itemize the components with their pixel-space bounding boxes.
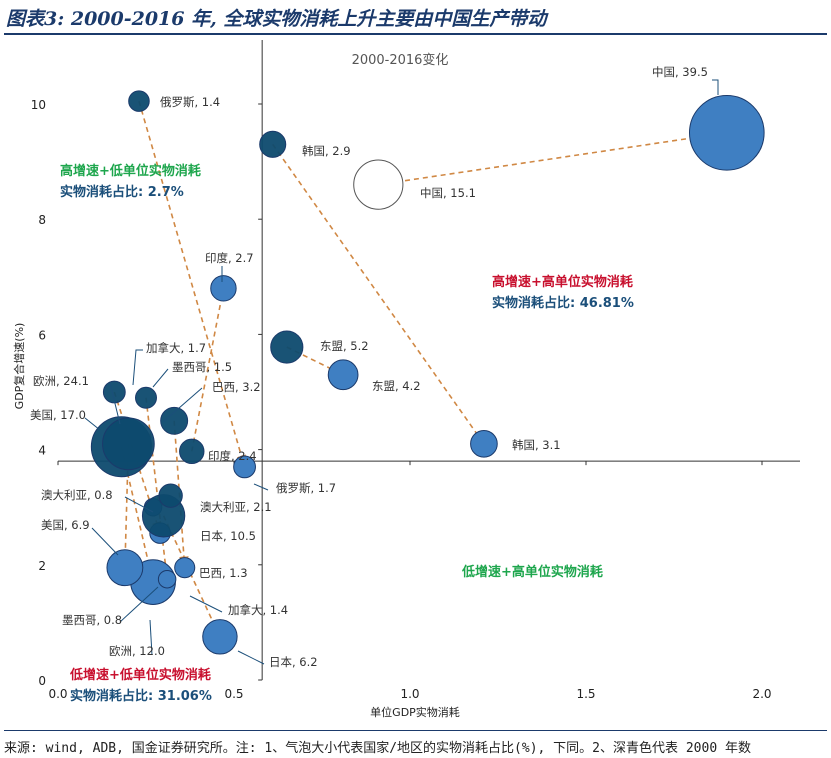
data-label-y2016-东盟: 东盟, 4.2 xyxy=(372,379,421,393)
chart-title: 图表3: 2000-2016 年, 全球实物消耗上升主要由中国生产带动 xyxy=(6,8,547,30)
bubble-2000-印度 xyxy=(179,438,205,465)
data-label-y2016-印度: 印度, 2.7 xyxy=(205,251,254,265)
leader-line-y2000-墨西哥 xyxy=(152,368,169,388)
data-label-y2016-澳大利亚: 澳大利亚, 0.8 xyxy=(41,488,113,502)
data-label-y2016-俄罗斯: 俄罗斯, 1.7 xyxy=(276,481,336,495)
x-tick-label: 2.0 xyxy=(752,687,771,701)
bubble-2016-美国 xyxy=(106,549,144,587)
quadrant-share-top-left: 实物消耗占比: 2.7% xyxy=(60,184,184,200)
bubble-2000-韩国 xyxy=(259,130,287,158)
change-arrow-韩国 xyxy=(272,143,483,442)
data-label-y2000-巴西: 巴西, 3.2 xyxy=(212,380,261,394)
source-note: 来源: wind, ADB, 国金证券研究所。注: 1、气泡大小代表国家/地区的… xyxy=(4,741,751,756)
leader-line-y2000-欧洲 xyxy=(109,382,121,425)
bubble-2016-东盟 xyxy=(327,359,359,391)
bubble-2016-日本 xyxy=(202,619,238,655)
y-tick-label: 6 xyxy=(38,328,46,342)
data-label-y2016-韩国: 韩国, 3.1 xyxy=(512,438,561,452)
leader-line-y2016-日本 xyxy=(237,650,265,665)
data-label-y2000-墨西哥: 墨西哥, 1.5 xyxy=(172,360,232,374)
bubble-2000-加拿大 xyxy=(102,380,126,404)
bubble-2016-巴西 xyxy=(174,557,196,579)
leader-line-y2016-美国 xyxy=(91,527,119,556)
bubble-2000-墨西哥 xyxy=(135,386,157,409)
y-axis-title: GDP复合增速(%) xyxy=(12,323,26,410)
leader-line-y2016-加拿大 xyxy=(189,595,223,613)
quadrant-share-top-right: 实物消耗占比: 46.81% xyxy=(492,295,634,311)
data-label-y2000-欧洲: 欧洲, 24.1 xyxy=(33,374,89,388)
y-tick-label: 8 xyxy=(38,213,46,227)
leader-line-y2000-加拿大 xyxy=(132,349,143,386)
leader-line-y2016-墨西哥 xyxy=(119,586,159,623)
leader-line-y2016-俄罗斯 xyxy=(253,483,269,491)
bubble-2000-东盟 xyxy=(270,330,304,364)
quadrant-share-bottom-left: 实物消耗占比: 31.06% xyxy=(70,688,212,704)
leader-line-y2016-中国 xyxy=(712,79,719,95)
leader-line-y2016-欧洲 xyxy=(149,619,153,656)
quadrant-label-bottom-left: 低增速+低单位实物消耗 xyxy=(69,667,211,683)
chart-subtitle: 2000-2016变化 xyxy=(352,52,449,68)
bubble-2000-美国 xyxy=(102,417,155,471)
change-arrow-巴西 xyxy=(173,420,189,567)
data-label-y2016-中国: 中国, 39.5 xyxy=(652,65,708,79)
data-label-y2000-澳大利亚: 澳大利亚, 2.1 xyxy=(200,500,272,514)
data-label-y2016-美国: 美国, 6.9 xyxy=(41,518,90,532)
y-tick-label: 10 xyxy=(31,98,46,112)
data-label-y2000-俄罗斯: 俄罗斯, 1.4 xyxy=(160,95,220,109)
data-label-y2016-巴西: 巴西, 1.3 xyxy=(199,566,248,580)
bubble-2000-中国 xyxy=(353,159,404,210)
leader-line-y2016-澳大利亚 xyxy=(124,496,154,513)
data-label-y2016-墨西哥: 墨西哥, 0.8 xyxy=(62,613,122,627)
bubble-2000-俄罗斯 xyxy=(128,90,150,112)
data-label-y2000-中国: 中国, 15.1 xyxy=(420,186,476,200)
change-arrow-墨西哥 xyxy=(145,397,171,579)
source-divider xyxy=(4,730,827,731)
data-label-y2016-欧洲: 欧洲, 12.0 xyxy=(109,644,165,658)
x-tick-label: 1.5 xyxy=(576,687,595,701)
y-tick-label: 4 xyxy=(38,444,46,458)
quadrant-label-top-right: 高增速+高单位实物消耗 xyxy=(492,274,633,290)
data-label-y2016-加拿大: 加拿大, 1.4 xyxy=(228,603,288,617)
bubble-chart: 0 2 4 6 8 10 0.0 0.5 1.0 1.5 2.0 俄罗斯, 1.4 韩国, 2.9 中国… xyxy=(12,40,800,719)
data-label-y2000-东盟: 东盟, 5.2 xyxy=(320,339,369,353)
data-label-y2016-日本: 日本, 6.2 xyxy=(269,655,318,669)
bubble-2000-巴西 xyxy=(160,406,189,435)
y-tick-label: 0 xyxy=(38,674,46,688)
change-arrow-中国 xyxy=(378,131,716,186)
data-label-y2000-加拿大: 加拿大, 1.7 xyxy=(146,341,206,355)
bubble-2016-韩国 xyxy=(470,430,498,458)
bubble-2016-印度 xyxy=(210,275,237,302)
bubble-2016-俄罗斯 xyxy=(233,455,256,479)
leader-line-y2000-巴西 xyxy=(162,387,203,423)
bubble-2016-中国 xyxy=(688,94,765,171)
data-label-y2000-日本: 日本, 10.5 xyxy=(200,529,256,543)
data-label-y2000-印度: 印度, 2.4 xyxy=(208,449,257,463)
x-tick-label: 0.0 xyxy=(48,687,67,701)
quadrant-label-bottom-right: 低增速+高单位实物消耗 xyxy=(461,564,603,580)
x-tick-label: 1.0 xyxy=(400,687,419,701)
title-divider xyxy=(4,33,827,35)
data-label-y2000-美国: 美国, 17.0 xyxy=(30,408,86,422)
x-tick-label: 0.5 xyxy=(224,687,243,701)
x-axis-title: 单位GDP实物消耗 xyxy=(370,705,460,719)
quadrant-label-top-left: 高增速+低单位实物消耗 xyxy=(60,163,201,179)
y-tick-label: 2 xyxy=(38,559,46,573)
data-label-y2000-韩国: 韩国, 2.9 xyxy=(302,144,351,158)
bubble-2000-澳大利亚 xyxy=(158,483,183,508)
leader-line-y2000-美国 xyxy=(84,417,101,431)
bubble-2016-墨西哥 xyxy=(157,569,177,589)
